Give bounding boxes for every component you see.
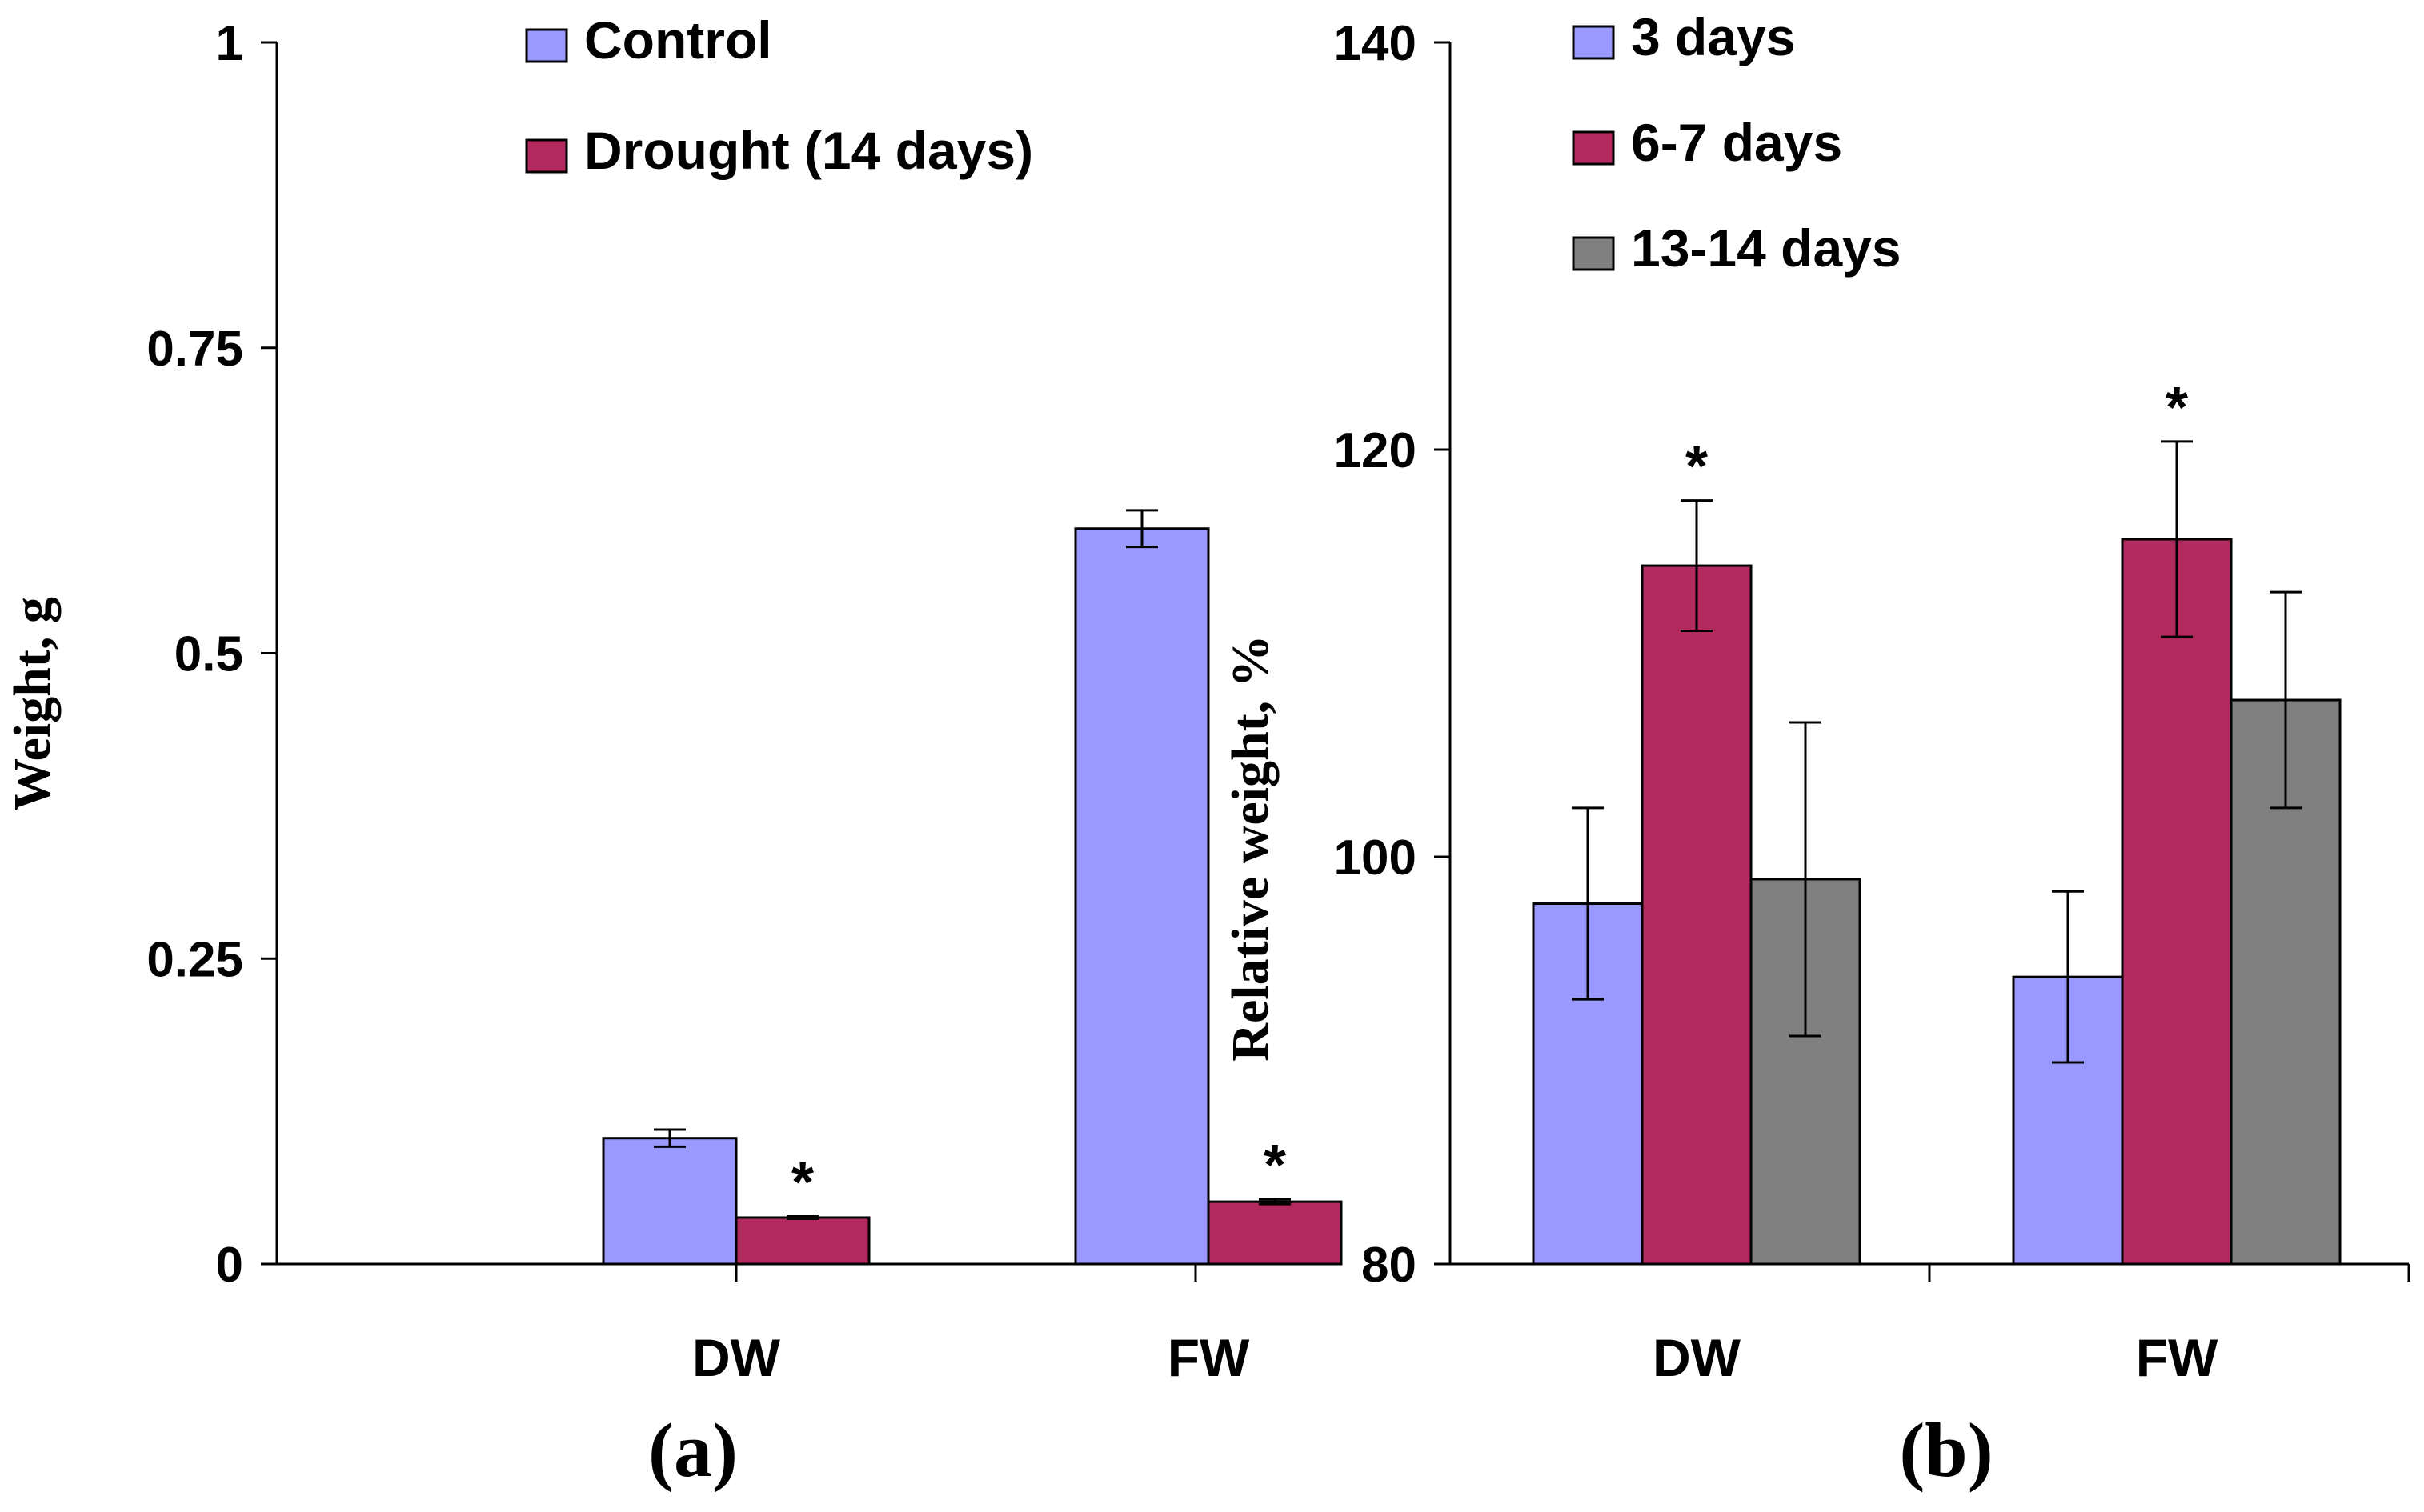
y-tick-label: 100 — [1334, 830, 1416, 886]
legend-swatch — [525, 138, 568, 174]
bar — [602, 1137, 738, 1266]
significance-marker: * — [1685, 435, 1708, 499]
x-tick-label: FW — [1168, 1328, 1250, 1387]
panel-label: (b) — [1899, 1407, 1993, 1493]
significance-marker: * — [2166, 376, 2188, 440]
significance-marker: * — [1264, 1134, 1286, 1198]
y-tick-label: 120 — [1334, 423, 1416, 478]
bar — [1641, 564, 1753, 1266]
bar — [1207, 1200, 1343, 1266]
legend-label: Drought (14 days) — [584, 121, 1033, 180]
y-tick-label: 140 — [1334, 16, 1416, 71]
y-axis-label: Relative weight, % — [1221, 634, 1280, 1061]
y-tick-label: 0 — [216, 1238, 243, 1293]
bar — [735, 1216, 871, 1266]
legend-swatch — [1572, 25, 1615, 60]
legend-label: 13-14 days — [1631, 218, 1901, 278]
legend-label: 3 days — [1631, 7, 1795, 66]
legend-swatch — [1572, 236, 1615, 271]
y-tick-label: 0.25 — [146, 932, 243, 987]
panel-b-chart: 80 100 120 140 DW FW * * Relative weight, % 3 day… — [1221, 7, 2410, 1493]
y-tick-label: 0.75 — [146, 322, 243, 377]
x-tick-label: DW — [692, 1328, 781, 1387]
y-tick-label: 0.5 — [174, 627, 243, 682]
x-tick-label: DW — [1653, 1328, 1741, 1387]
y-axis-label: Weight, g — [3, 597, 62, 811]
panel-label: (a) — [648, 1407, 738, 1493]
y-tick-label: 1 — [216, 16, 243, 71]
x-tick-label: FW — [2136, 1328, 2218, 1387]
legend-label: Control — [584, 10, 772, 70]
legend-label: 6-7 days — [1631, 113, 1842, 172]
bar — [2121, 538, 2233, 1266]
significance-marker: * — [791, 1150, 814, 1214]
y-tick-label: 80 — [1361, 1238, 1416, 1293]
legend-swatch — [1572, 130, 1615, 166]
panel-a-chart: 0 0.25 0.5 0.75 1 DW FW * * Weight, g Control Droug… — [3, 10, 1343, 1493]
legend-swatch — [525, 28, 568, 63]
bar — [1074, 527, 1210, 1266]
